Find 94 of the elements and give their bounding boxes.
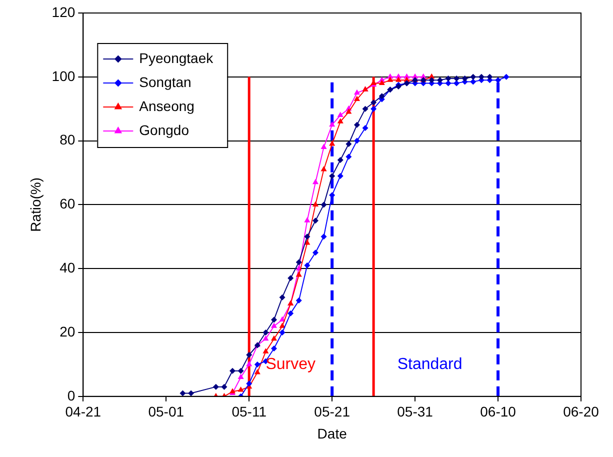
point <box>230 368 236 374</box>
point <box>445 80 452 86</box>
point <box>279 322 286 328</box>
point <box>354 96 360 102</box>
point <box>354 89 360 95</box>
point <box>296 271 302 277</box>
legend-label: Anseong <box>139 98 194 114</box>
point <box>320 234 327 240</box>
point <box>362 106 368 112</box>
point <box>346 154 352 160</box>
y-tick-label: 60 <box>60 196 76 212</box>
point <box>370 99 377 106</box>
point <box>470 78 476 85</box>
point <box>279 330 286 336</box>
point <box>180 390 186 396</box>
point <box>387 76 394 82</box>
point <box>329 121 336 127</box>
y-tick-label: 120 <box>52 4 76 20</box>
point <box>246 360 252 366</box>
point <box>470 74 476 80</box>
point <box>320 166 327 172</box>
point <box>312 201 319 206</box>
point <box>436 77 443 84</box>
point <box>270 335 278 341</box>
x-tick-label: 04-21 <box>65 404 102 420</box>
x-tick-label: 05-11 <box>232 404 267 420</box>
y-tick-label: 40 <box>60 259 76 276</box>
point <box>346 108 352 114</box>
point <box>337 112 344 117</box>
point <box>270 322 278 328</box>
y-tick-label: 100 <box>52 68 76 84</box>
point <box>288 275 294 282</box>
point <box>337 156 344 163</box>
point <box>304 217 310 222</box>
point <box>312 250 318 256</box>
point <box>279 294 286 300</box>
x-tick-label: 05-01 <box>148 404 184 420</box>
point <box>254 361 260 368</box>
x-tick-label: 05-31 <box>397 404 434 420</box>
point <box>304 234 310 240</box>
point <box>296 259 302 266</box>
point <box>212 384 219 390</box>
point <box>320 144 327 149</box>
point <box>354 122 360 128</box>
point <box>288 310 294 316</box>
point <box>246 380 252 387</box>
point <box>337 118 344 124</box>
point <box>262 335 269 341</box>
point <box>271 345 277 352</box>
point <box>254 368 260 374</box>
point <box>395 76 402 82</box>
y-tick-label: 0 <box>67 387 76 404</box>
point <box>378 93 385 100</box>
ref-line-label: Standard <box>397 356 462 373</box>
x-tick-label: 06-20 <box>563 404 600 420</box>
legend-label: Songtan <box>139 74 192 90</box>
point <box>312 178 319 184</box>
point <box>362 125 368 132</box>
point <box>428 77 435 84</box>
point <box>312 218 318 224</box>
point <box>354 138 360 144</box>
point <box>378 80 385 86</box>
point <box>238 386 244 392</box>
point <box>221 384 228 390</box>
point <box>370 106 377 112</box>
point <box>304 240 310 245</box>
point <box>329 172 336 179</box>
point <box>478 74 484 80</box>
x-tick-label: 06-10 <box>480 404 516 420</box>
point <box>304 262 310 268</box>
y-axis-title: Ratio(%) <box>27 177 44 232</box>
point <box>346 140 352 147</box>
point <box>188 390 194 396</box>
point <box>454 80 460 86</box>
x-tick-label: 05-21 <box>314 404 350 420</box>
point <box>462 76 468 82</box>
point <box>296 298 302 304</box>
y-tick-label: 20 <box>60 323 76 340</box>
point <box>271 316 277 323</box>
point <box>238 368 244 374</box>
point <box>238 374 244 379</box>
point <box>445 76 452 82</box>
legend-label: Pyeongtaek <box>139 50 214 66</box>
ref-line-label: Survey <box>266 356 316 373</box>
point <box>486 74 493 80</box>
point <box>262 330 269 336</box>
point <box>503 74 510 80</box>
legend-label: Gongdo <box>139 122 190 138</box>
x-axis-title: Date <box>317 425 348 442</box>
point <box>320 202 327 208</box>
point <box>262 348 269 354</box>
point <box>246 352 252 358</box>
y-tick-label: 80 <box>60 132 76 148</box>
point <box>337 172 344 179</box>
